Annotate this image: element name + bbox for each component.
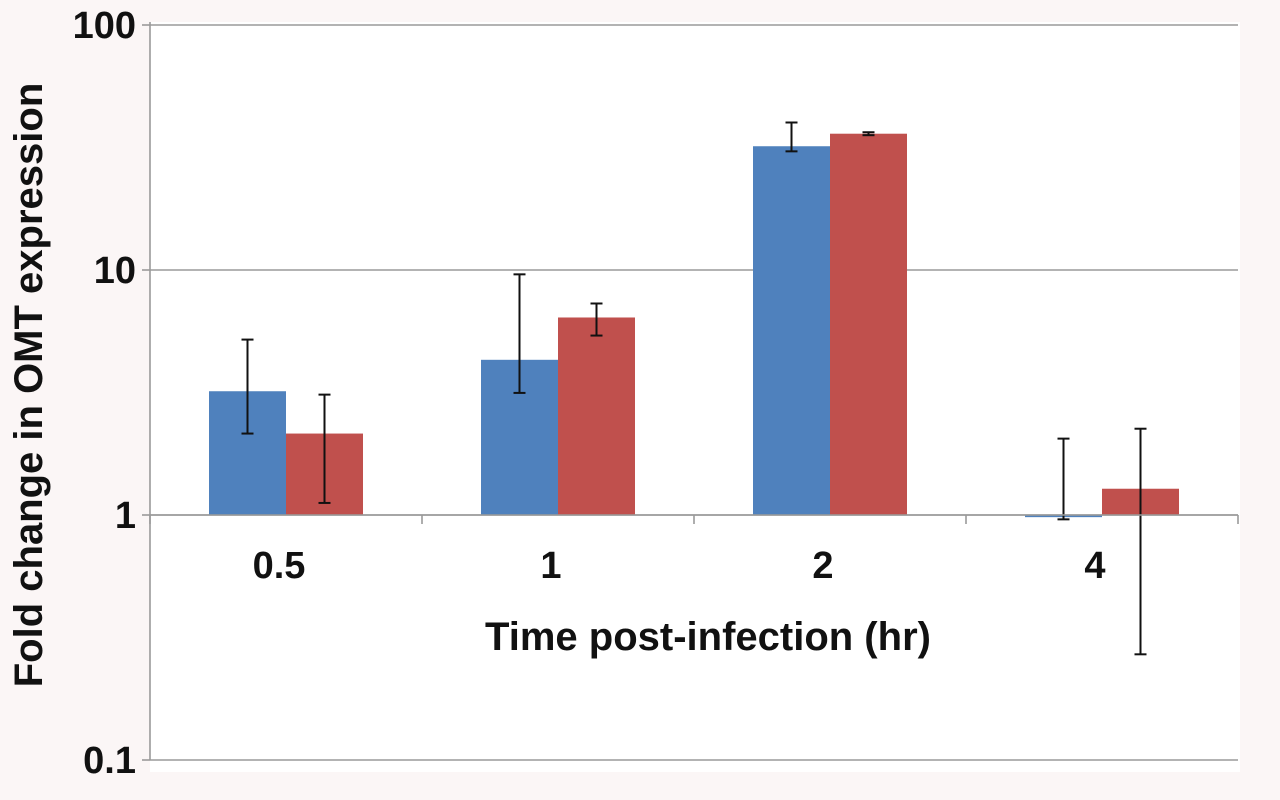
error-bar <box>513 273 526 394</box>
y-axis-title: Fold change in OMT expression <box>7 83 51 688</box>
error-bar <box>785 121 798 153</box>
error-bar <box>590 302 603 337</box>
bar-series2-1 <box>558 317 635 515</box>
error-bar <box>1134 427 1147 656</box>
x-tick-label: 2 <box>812 545 833 587</box>
x-axis-title: Time post-infection (hr) <box>485 615 931 659</box>
error-bar <box>862 131 875 137</box>
x-tick-label: 0.5 <box>253 545 306 587</box>
error-bars <box>241 121 1147 656</box>
bar-series2-2 <box>830 133 907 516</box>
bar-series1-2 <box>753 146 830 515</box>
x-tick-label: 1 <box>540 545 561 587</box>
axes <box>142 22 1239 761</box>
y-tick-label: 0.1 <box>83 740 136 782</box>
y-tick-labels: 0.1 1 10 100 <box>73 5 136 782</box>
x-tick-label: 4 <box>1084 545 1105 587</box>
error-bar <box>1057 437 1070 521</box>
y-tick-label: 1 <box>115 495 136 537</box>
y-tick-label: 10 <box>94 250 136 292</box>
plot-area <box>150 22 1240 772</box>
error-bar <box>318 393 331 504</box>
error-bar <box>241 338 254 435</box>
x-tick-labels: 0.5 1 2 4 <box>253 545 1106 587</box>
y-tick-label: 100 <box>73 5 136 47</box>
